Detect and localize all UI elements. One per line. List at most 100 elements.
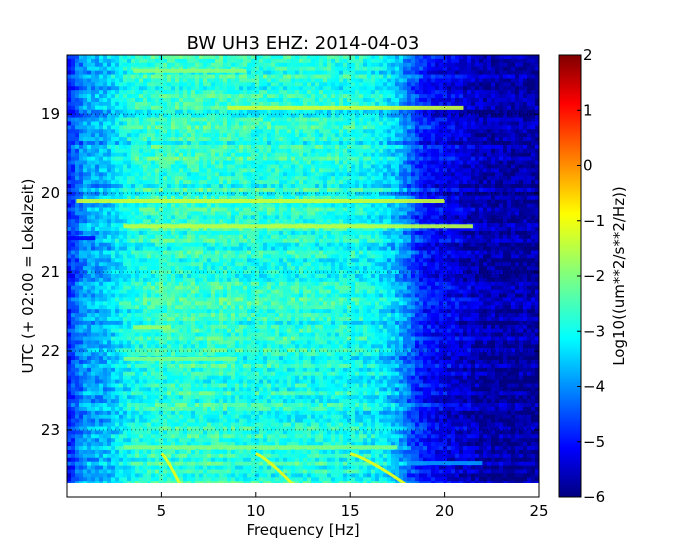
heatmap-cell [367, 129, 372, 134]
heatmap-cell [455, 160, 460, 166]
heatmap-cell [159, 82, 164, 87]
heatmap-cell [323, 133, 328, 138]
heatmap-cell [479, 125, 484, 130]
heatmap-cell [511, 148, 516, 154]
heatmap-cell [335, 203, 340, 209]
heatmap-cell [87, 164, 92, 170]
heatmap-cell [411, 98, 416, 103]
heatmap-cell [335, 172, 340, 177]
heatmap-cell [415, 109, 420, 115]
heatmap-cell [295, 82, 300, 87]
heatmap-cell [223, 55, 228, 60]
heatmap-cell [323, 156, 328, 162]
heatmap-cell [371, 86, 376, 91]
heatmap-cell [155, 184, 160, 189]
heatmap-cell [79, 191, 84, 197]
heatmap-cell [463, 195, 468, 201]
heatmap-cell [347, 82, 352, 87]
heatmap-cell [127, 86, 132, 91]
heatmap-cell [331, 55, 336, 60]
heatmap-cell [531, 62, 536, 68]
heatmap-cell [411, 66, 416, 72]
heatmap-cell [263, 90, 268, 95]
heatmap-cell [67, 176, 72, 181]
heatmap-cell [119, 121, 124, 126]
heatmap-cell [95, 191, 100, 197]
heatmap-cell [127, 148, 132, 154]
heatmap-cell [119, 105, 124, 111]
heatmap-cell [319, 160, 324, 166]
heatmap-cell [139, 219, 144, 224]
heatmap-cell [279, 62, 284, 68]
heatmap-cell [227, 152, 232, 158]
heatmap-cell [403, 176, 408, 181]
heatmap-cell [75, 219, 80, 224]
heatmap-cell [415, 74, 420, 80]
heatmap-cell [459, 180, 464, 185]
heatmap-cell [119, 144, 124, 150]
heatmap-cell [151, 133, 156, 138]
heatmap-cell [263, 211, 268, 216]
heatmap-cell [495, 90, 500, 95]
heatmap-cell [155, 207, 160, 213]
heatmap-cell [167, 219, 172, 224]
heatmap-cell [91, 219, 96, 224]
heatmap-cell [103, 98, 108, 103]
heatmap-cell [119, 58, 124, 64]
heatmap-cell [495, 58, 500, 64]
heatmap-cell [459, 101, 464, 107]
heatmap-cell [371, 90, 376, 95]
heatmap-cell [467, 55, 472, 60]
heatmap-cell [251, 172, 256, 177]
heatmap-cell [107, 74, 112, 80]
heatmap-cell [535, 152, 539, 158]
heatmap-cell [111, 105, 116, 111]
heatmap-cell [143, 203, 148, 209]
heatmap-cell [491, 90, 496, 95]
heatmap-cell [291, 55, 296, 60]
heatmap-cell [467, 176, 472, 181]
heatmap-cell [367, 148, 372, 154]
heatmap-cell [279, 156, 284, 162]
heatmap-cell [139, 152, 144, 158]
heatmap-cell [191, 86, 196, 91]
heatmap-cell [315, 168, 320, 173]
heatmap-cell [367, 55, 372, 60]
heatmap-cell [351, 121, 356, 126]
heatmap-cell [207, 144, 212, 150]
heatmap-cell [303, 191, 308, 197]
heatmap-cell [403, 117, 408, 123]
heatmap-cell [535, 74, 539, 80]
heatmap-cell [527, 164, 532, 170]
heatmap-cell [411, 172, 416, 177]
heatmap-cell [355, 215, 360, 220]
heatmap-cell [459, 90, 464, 95]
heatmap-cell [151, 55, 156, 60]
heatmap-cell [331, 195, 336, 201]
heatmap-cell [359, 133, 364, 138]
heatmap-cell [311, 203, 316, 209]
heatmap-cell [211, 195, 216, 201]
heatmap-cell [343, 141, 348, 146]
heatmap-cell [115, 125, 120, 130]
heatmap-cell [419, 195, 424, 201]
heatmap-cell [327, 144, 332, 150]
heatmap-cell [419, 101, 424, 107]
heatmap-cell [203, 74, 208, 80]
heatmap-cell [287, 82, 292, 87]
heatmap-cell [491, 211, 496, 216]
heatmap-cell [523, 117, 528, 123]
heatmap-cell [171, 180, 176, 185]
heatmap-cell [263, 187, 268, 193]
heatmap-cell [491, 98, 496, 103]
heatmap-cell [475, 176, 480, 181]
heatmap-cell [263, 215, 268, 220]
heatmap-cell [227, 121, 232, 126]
heatmap-cell [495, 70, 500, 76]
heatmap-cell [91, 187, 96, 193]
heatmap-cell [83, 113, 88, 119]
heatmap-cell [247, 82, 252, 87]
heatmap-cell [299, 133, 304, 138]
heatmap-cell [111, 184, 116, 189]
heatmap-cell [467, 129, 472, 134]
